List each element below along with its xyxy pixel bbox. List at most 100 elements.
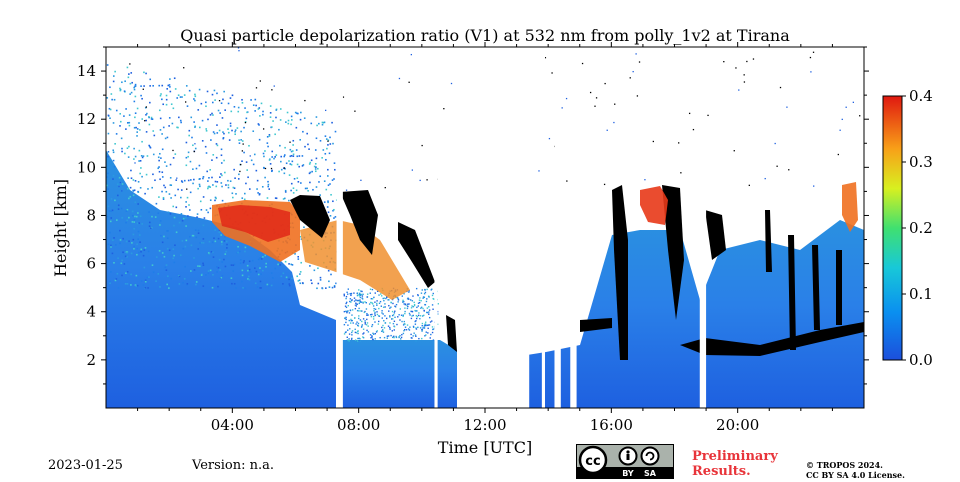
noise-dot bbox=[565, 97, 568, 100]
noise-dot bbox=[381, 310, 383, 312]
noise-dot bbox=[185, 141, 188, 144]
noise-dot bbox=[403, 293, 405, 295]
noise-dot bbox=[361, 295, 364, 297]
noise-dot bbox=[395, 303, 398, 306]
noise-dot bbox=[419, 179, 421, 182]
noise-dot bbox=[201, 140, 204, 142]
noise-dot bbox=[393, 320, 396, 322]
noise-dot bbox=[244, 287, 247, 290]
noise-dot bbox=[130, 169, 132, 172]
noise-dot bbox=[109, 231, 111, 234]
noise-dot bbox=[161, 241, 164, 244]
noise-dot bbox=[282, 272, 285, 275]
noise-dot bbox=[415, 328, 418, 330]
noise-dot bbox=[244, 250, 246, 253]
noise-dot bbox=[137, 212, 139, 214]
noise-dot bbox=[255, 169, 258, 172]
noise-dot bbox=[313, 269, 316, 272]
noise-dot bbox=[135, 285, 137, 287]
noise-dot bbox=[125, 272, 127, 274]
noise-dot bbox=[395, 335, 397, 338]
noise-dot bbox=[420, 292, 423, 294]
noise-dot bbox=[308, 172, 311, 175]
noise-dot bbox=[197, 232, 200, 234]
noise-dot bbox=[733, 150, 735, 152]
noise-dot bbox=[174, 88, 177, 90]
noise-dot bbox=[421, 289, 423, 291]
noise-dot bbox=[207, 272, 210, 275]
noise-dot bbox=[115, 109, 118, 112]
noise-dot bbox=[221, 199, 224, 202]
noise-dot bbox=[107, 132, 110, 135]
noise-dot bbox=[355, 299, 357, 301]
noise-dot bbox=[333, 217, 335, 219]
noise-dot bbox=[140, 85, 142, 87]
noise-dot bbox=[185, 164, 188, 167]
noise-dot bbox=[244, 107, 246, 109]
data-gap-4 bbox=[554, 47, 561, 408]
noise-dot bbox=[241, 160, 243, 162]
noise-dot bbox=[359, 293, 361, 296]
noise-dot bbox=[179, 254, 182, 256]
noise-dot bbox=[426, 324, 429, 327]
noise-dot bbox=[198, 178, 201, 180]
noise-dot bbox=[205, 274, 207, 276]
noise-dot bbox=[381, 326, 383, 329]
noise-dot bbox=[140, 248, 143, 251]
colorbar-tick-label: 0.2 bbox=[909, 219, 933, 237]
noise-dot bbox=[323, 201, 326, 203]
noise-dot bbox=[266, 283, 269, 286]
noise-dot bbox=[227, 102, 230, 105]
noise-dot bbox=[133, 88, 136, 91]
noise-dot bbox=[242, 287, 244, 289]
noise-dot bbox=[241, 140, 244, 142]
noise-dot bbox=[134, 112, 137, 115]
noise-dot bbox=[211, 112, 213, 115]
noise-dot bbox=[845, 106, 847, 108]
noise-dot bbox=[112, 239, 114, 242]
noise-dot bbox=[351, 337, 353, 340]
noise-dot bbox=[388, 304, 390, 307]
noise-dot bbox=[280, 160, 282, 163]
noise-dot bbox=[209, 114, 212, 116]
noise-dot bbox=[414, 320, 416, 323]
noise-dot bbox=[212, 184, 214, 186]
noise-dot bbox=[235, 287, 237, 289]
noise-dot bbox=[267, 180, 269, 183]
noise-dot bbox=[222, 137, 225, 139]
noise-dot bbox=[302, 130, 304, 133]
noise-dot bbox=[323, 180, 326, 182]
footer-date: 2023-01-25 bbox=[48, 458, 123, 473]
noise-dot bbox=[774, 142, 776, 145]
noise-dot bbox=[345, 321, 347, 324]
noise-dot bbox=[155, 280, 157, 283]
cloud-layer-late-morning bbox=[340, 190, 378, 255]
noise-dot bbox=[417, 326, 419, 329]
noise-dot bbox=[202, 176, 205, 178]
noise-dot bbox=[408, 312, 411, 315]
noise-dot bbox=[155, 256, 158, 258]
noise-dot bbox=[107, 188, 109, 190]
noise-dot bbox=[402, 301, 404, 303]
noise-dot bbox=[429, 321, 432, 323]
noise-dot bbox=[131, 214, 134, 217]
noise-dot bbox=[234, 129, 237, 131]
noise-dot bbox=[259, 280, 262, 283]
noise-dot bbox=[221, 261, 224, 263]
noise-dot bbox=[192, 182, 194, 185]
noise-dot bbox=[317, 282, 320, 285]
noise-dot bbox=[219, 112, 221, 114]
noise-dot bbox=[165, 94, 168, 97]
noise-dot bbox=[351, 314, 353, 316]
noise-dot bbox=[178, 221, 181, 224]
noise-dot bbox=[122, 251, 124, 254]
noise-dot bbox=[297, 255, 300, 258]
noise-dot bbox=[366, 322, 369, 324]
noise-dot bbox=[117, 208, 120, 210]
noise-dot bbox=[186, 282, 189, 285]
noise-dot bbox=[354, 304, 357, 306]
noise-dot bbox=[269, 112, 272, 114]
noise-dot bbox=[423, 327, 426, 329]
noise-dot bbox=[172, 248, 175, 250]
x-tick-label: 20:00 bbox=[716, 416, 759, 434]
